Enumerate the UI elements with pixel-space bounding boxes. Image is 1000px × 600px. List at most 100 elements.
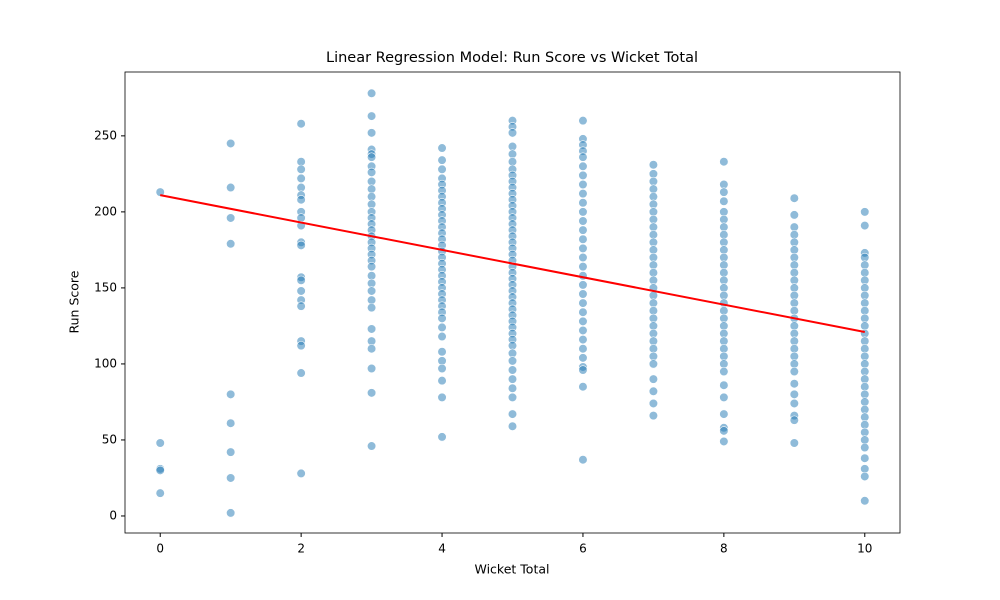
data-point — [296, 164, 306, 174]
data-point — [226, 418, 236, 428]
data-point — [296, 195, 306, 205]
y-axis-label: Run Score — [67, 270, 82, 333]
data-point — [366, 303, 377, 313]
data-point — [437, 432, 447, 442]
data-point — [719, 187, 729, 197]
data-point — [366, 88, 377, 98]
data-point — [366, 167, 377, 177]
data-point — [226, 239, 236, 249]
data-point — [437, 392, 447, 402]
data-point — [719, 157, 729, 167]
data-point — [578, 198, 588, 208]
data-point — [507, 128, 518, 138]
data-point — [578, 189, 588, 199]
data-point — [226, 473, 236, 483]
data-point — [578, 116, 588, 126]
data-point — [437, 143, 447, 153]
data-point — [719, 409, 729, 419]
data-point — [578, 262, 588, 272]
data-point — [578, 216, 588, 226]
data-point — [366, 286, 377, 296]
data-point — [860, 220, 870, 231]
y-tick-label: 0 — [109, 508, 117, 522]
data-point — [578, 289, 588, 299]
data-point — [860, 471, 870, 482]
data-point — [507, 392, 518, 402]
data-point — [507, 421, 518, 431]
x-tick-label: 6 — [579, 542, 587, 556]
data-point — [719, 366, 729, 377]
data-point — [226, 447, 236, 457]
data-point — [296, 173, 306, 184]
data-point — [578, 353, 588, 363]
data-point — [578, 252, 588, 263]
x-tick-label: 10 — [857, 542, 872, 556]
data-point — [366, 152, 377, 162]
data-point — [296, 119, 306, 129]
data-point — [366, 324, 377, 334]
data-point — [366, 363, 377, 374]
data-point — [578, 179, 588, 190]
data-point — [789, 366, 799, 377]
data-point — [437, 155, 447, 165]
data-point — [507, 356, 518, 366]
data-point — [507, 365, 518, 375]
data-point — [296, 301, 306, 311]
data-point — [648, 374, 659, 384]
x-tick-label: 0 — [156, 542, 164, 556]
data-point — [860, 453, 870, 463]
data-point — [719, 392, 729, 402]
data-point — [296, 368, 306, 378]
data-point — [578, 334, 588, 345]
data-point — [578, 455, 588, 465]
x-tick-label: 2 — [297, 542, 305, 556]
data-point — [578, 382, 588, 392]
data-point — [437, 363, 447, 374]
y-tick-label: 100 — [94, 356, 117, 370]
data-point — [437, 331, 447, 342]
x-axis-label: Wicket Total — [475, 562, 550, 577]
data-point — [648, 398, 659, 409]
data-point — [155, 438, 165, 448]
data-point — [296, 341, 306, 351]
x-tick-label: 4 — [438, 542, 446, 556]
data-point — [366, 262, 377, 272]
data-point — [296, 468, 306, 478]
data-point — [578, 152, 588, 162]
data-point — [437, 322, 447, 333]
data-point — [366, 388, 377, 398]
data-point — [437, 347, 447, 357]
data-point — [155, 488, 165, 498]
data-point — [226, 389, 236, 399]
x-tick-label: 8 — [720, 542, 728, 556]
regression-line — [160, 194, 865, 333]
data-point — [578, 234, 588, 244]
data-point — [578, 280, 588, 290]
data-point — [578, 207, 588, 217]
data-point — [719, 380, 729, 390]
chart-title: Linear Regression Model: Run Score vs Wi… — [326, 50, 698, 66]
data-point — [366, 441, 377, 451]
data-point — [578, 344, 588, 354]
data-point — [719, 196, 729, 206]
data-point — [578, 225, 588, 235]
data-point — [226, 182, 236, 193]
data-point — [155, 187, 165, 197]
data-point — [155, 465, 165, 475]
data-point — [578, 170, 588, 180]
y-tick-label: 200 — [94, 204, 117, 218]
data-point — [860, 207, 870, 217]
data-point — [578, 161, 588, 171]
y-tick-label: 150 — [94, 280, 117, 294]
data-point — [648, 160, 659, 170]
data-point — [578, 298, 588, 308]
data-point — [578, 365, 588, 375]
data-point — [719, 426, 729, 436]
data-point — [648, 359, 659, 369]
data-point — [789, 210, 799, 220]
data-point — [648, 386, 659, 396]
plot-frame — [124, 71, 901, 534]
data-point — [296, 275, 306, 285]
data-point — [578, 316, 588, 326]
